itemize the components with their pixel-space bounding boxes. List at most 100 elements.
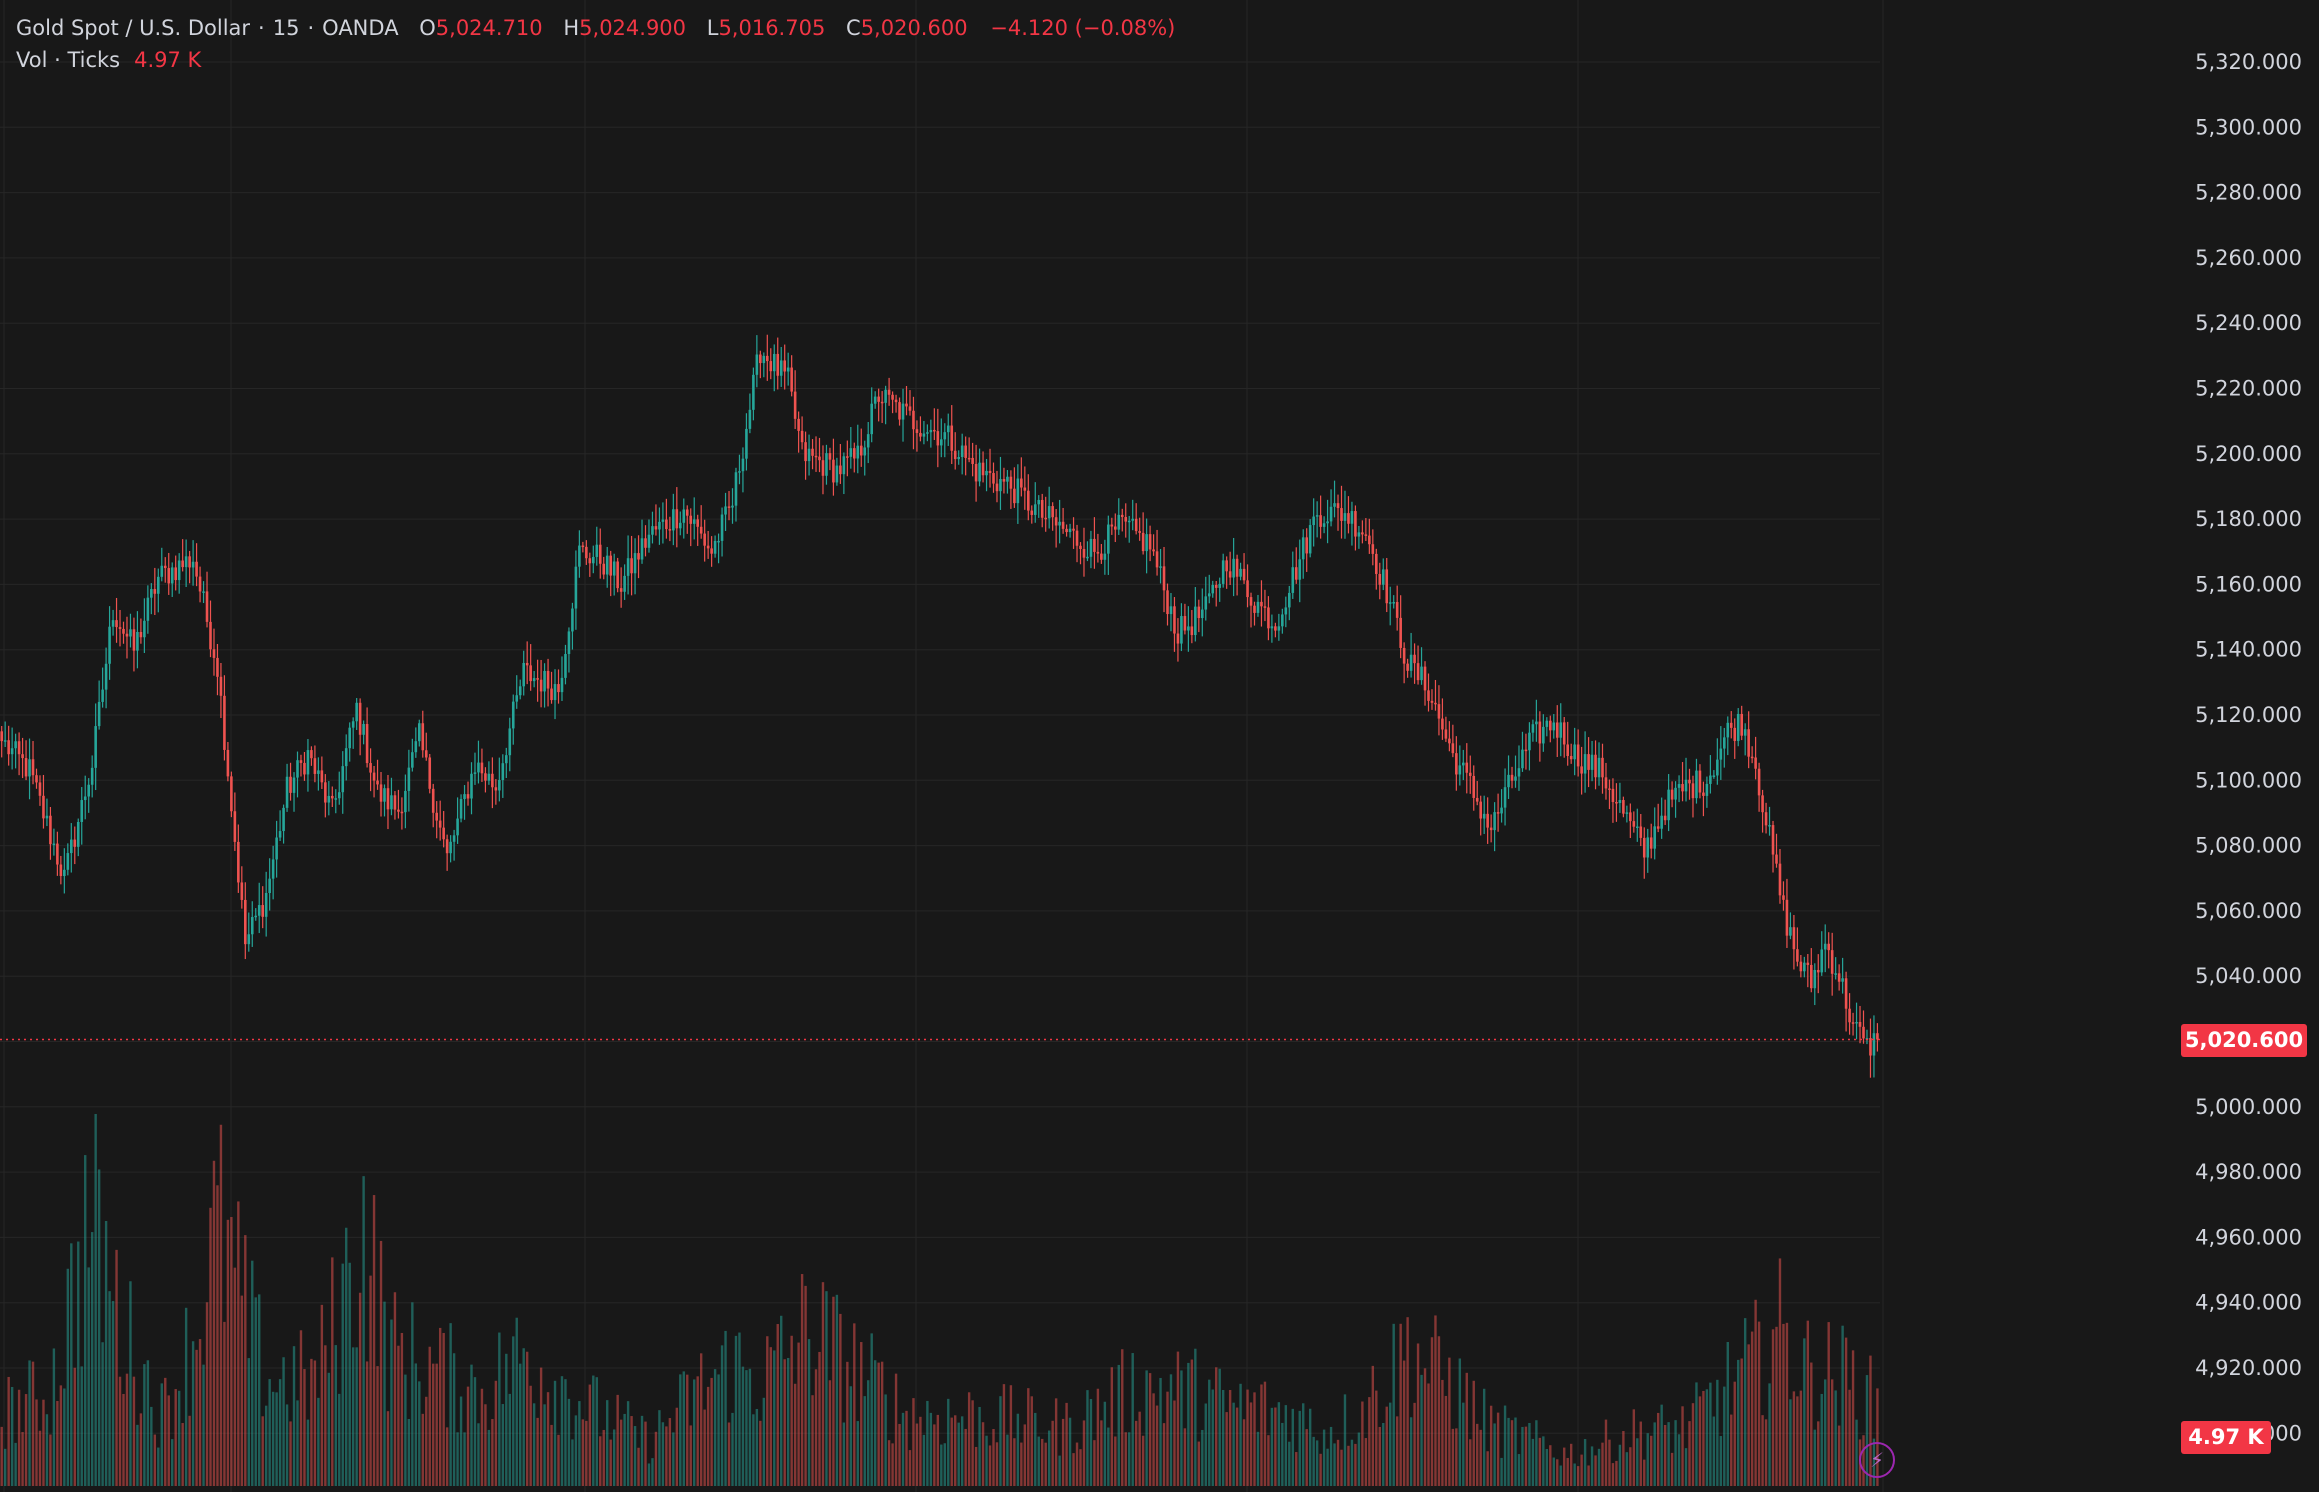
- price-axis[interactable]: 5,320.000 5,300.000 5,280.000 5,260.000 5,24…: [2195, 50, 2302, 1445]
- volume-bar: [807, 1339, 811, 1486]
- candle-body: [76, 821, 80, 847]
- price-axis-tick-label: 5,260.000: [2195, 246, 2302, 270]
- volume-bar: [1096, 1388, 1100, 1486]
- volume-bar: [1803, 1338, 1806, 1486]
- volume-bar: [867, 1380, 870, 1486]
- volume-bar: [70, 1243, 73, 1486]
- candle-body: [553, 684, 557, 701]
- volume-bar: [1782, 1323, 1785, 1486]
- candle-body: [1406, 663, 1409, 671]
- candle-body: [1855, 1021, 1858, 1024]
- volume-bar: [1295, 1452, 1298, 1486]
- candle-body: [63, 869, 66, 877]
- volume-bar: [505, 1353, 508, 1486]
- candle-body: [170, 567, 174, 584]
- candle-body: [1110, 524, 1114, 527]
- candle-body: [136, 631, 139, 651]
- symbol-name[interactable]: Gold Spot / U.S. Dollar: [16, 16, 251, 40]
- volume-bar: [306, 1419, 310, 1486]
- candle-body: [198, 576, 202, 592]
- volume-bar: [146, 1360, 150, 1486]
- candle-body: [564, 654, 567, 678]
- candle-body: [376, 780, 379, 785]
- volume-bar: [268, 1379, 271, 1486]
- volume-bar: [376, 1366, 379, 1486]
- volume-bar: [1830, 1379, 1834, 1486]
- volume-bar: [327, 1372, 331, 1486]
- volume-bar: [616, 1394, 619, 1486]
- candle-body: [257, 905, 261, 916]
- interval[interactable]: 15: [272, 16, 300, 40]
- lightning-bolt-icon[interactable]: ⚡: [1859, 1442, 1895, 1478]
- candle-body: [612, 561, 616, 576]
- candle-body: [400, 811, 404, 814]
- candle-body: [672, 509, 675, 531]
- volume-bar: [668, 1418, 672, 1486]
- candle-body: [153, 589, 157, 594]
- candle-body: [1510, 774, 1514, 781]
- candle-body: [480, 762, 484, 774]
- volume-bar: [1653, 1422, 1656, 1486]
- volume-bar: [477, 1423, 480, 1486]
- volume-bar: [971, 1400, 974, 1486]
- volume-bar: [1114, 1436, 1117, 1486]
- volume-bar: [1698, 1396, 1702, 1486]
- volume-bar: [651, 1458, 654, 1486]
- candle-body: [786, 367, 790, 372]
- volume-bar: [1382, 1422, 1385, 1486]
- close-label: C: [846, 16, 861, 40]
- volume-bar: [1211, 1389, 1214, 1486]
- candle-body: [390, 795, 393, 810]
- volume-label[interactable]: Vol · Ticks: [16, 48, 121, 72]
- candle-body: [581, 545, 585, 548]
- candle-body: [407, 767, 411, 791]
- candle-body: [442, 827, 445, 840]
- volume-bar: [1187, 1362, 1190, 1486]
- candle-body: [1173, 606, 1176, 634]
- volume-bar: [640, 1415, 644, 1486]
- candle-body: [1448, 738, 1451, 744]
- candle-body: [1281, 614, 1284, 627]
- candle-body: [950, 425, 954, 451]
- volume-bar: [599, 1436, 602, 1486]
- price-axis-tick-label: 5,060.000: [2195, 899, 2302, 923]
- volume-bar: [1462, 1402, 1465, 1486]
- volume-bar: [1169, 1374, 1173, 1486]
- candle-body: [609, 555, 612, 576]
- volume-bar: [1218, 1368, 1221, 1486]
- candle-body: [887, 389, 891, 395]
- volume-bar: [445, 1427, 449, 1486]
- candle-body: [696, 519, 699, 527]
- volume-bar: [856, 1421, 859, 1486]
- candle-body: [181, 560, 184, 568]
- candle-body: [800, 430, 804, 443]
- volume-bar: [1869, 1355, 1872, 1486]
- volume-bar: [1315, 1440, 1319, 1486]
- candle-body: [853, 448, 856, 459]
- volume-bar: [901, 1412, 905, 1486]
- volume-bar: [578, 1401, 581, 1486]
- volume-bar: [501, 1404, 505, 1486]
- volume-bar: [1235, 1407, 1239, 1486]
- candle-body: [470, 773, 473, 799]
- candle-body: [1684, 779, 1688, 792]
- candle-body: [1775, 854, 1778, 864]
- candle-body: [532, 678, 536, 682]
- volume-bar: [1354, 1443, 1357, 1486]
- volume-bar: [1761, 1415, 1764, 1486]
- candle-body: [237, 841, 240, 883]
- volume-bar: [539, 1367, 543, 1486]
- volume-bar: [1312, 1436, 1315, 1486]
- volume-bar: [428, 1346, 431, 1486]
- close-value: 5,020.600: [860, 16, 968, 40]
- volume-bar: [226, 1219, 230, 1486]
- volume-bar: [1082, 1420, 1086, 1486]
- volume-bar: [1556, 1459, 1559, 1486]
- volume-bar: [1448, 1357, 1451, 1486]
- candle-body: [7, 740, 10, 755]
- volume-bar: [418, 1381, 421, 1486]
- candle-body: [1246, 580, 1249, 598]
- candle-body: [38, 782, 42, 796]
